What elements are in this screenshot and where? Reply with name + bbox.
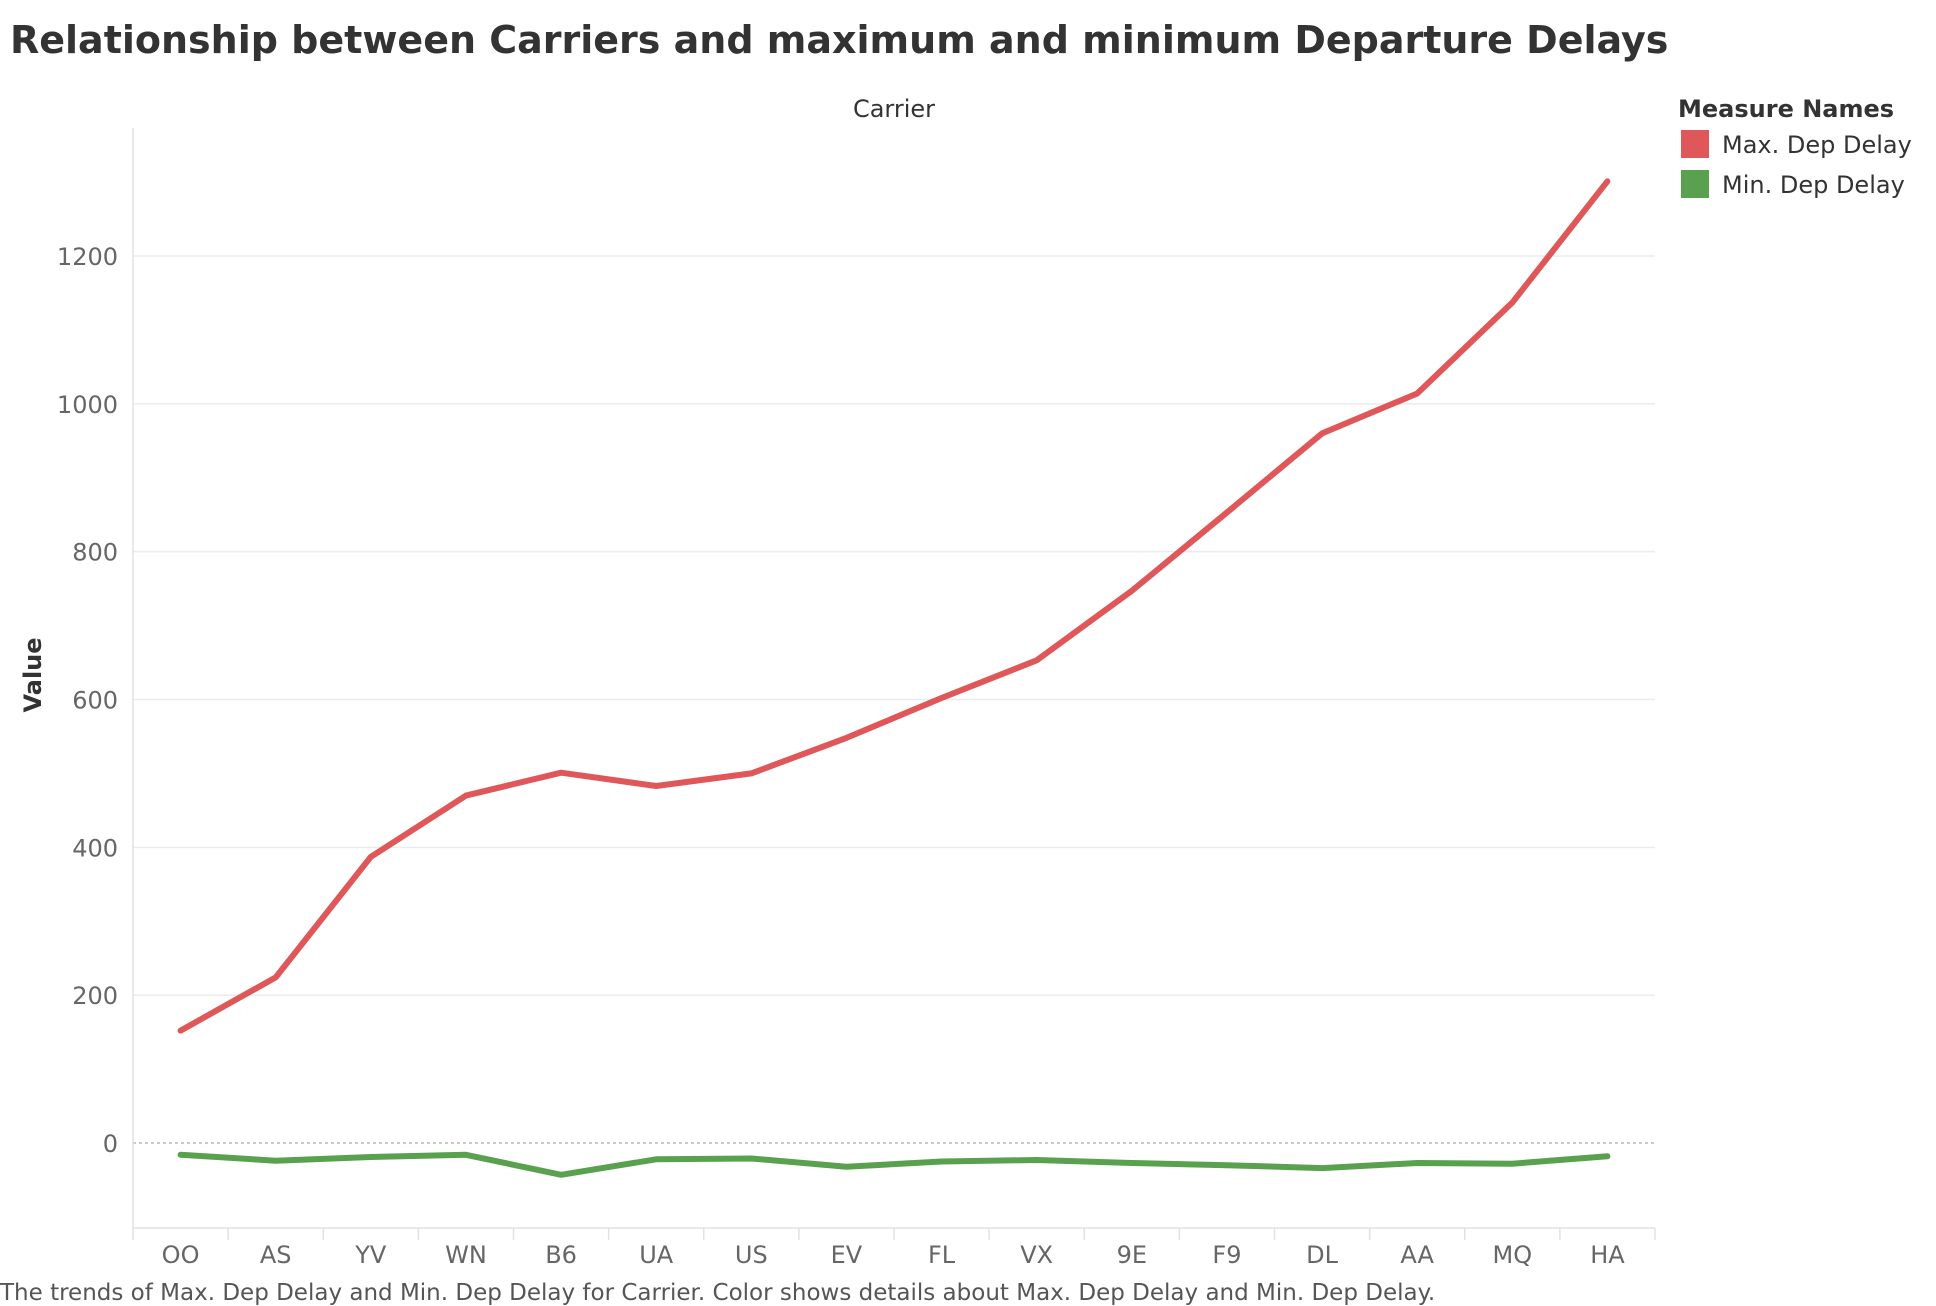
x-tick-label: YV xyxy=(354,1241,387,1269)
x-tick-label: EV xyxy=(831,1241,863,1269)
x-tick-label: US xyxy=(735,1241,768,1269)
x-tick-label: UA xyxy=(639,1241,674,1269)
x-tick-label: AA xyxy=(1400,1241,1434,1269)
x-tick-label: 9E xyxy=(1117,1241,1147,1269)
x-tick-label: F9 xyxy=(1212,1241,1241,1269)
x-tick-label: VX xyxy=(1020,1241,1053,1269)
chart-caption: The trends of Max. Dep Delay and Min. De… xyxy=(0,1280,1435,1306)
x-axis-title: Carrier xyxy=(853,95,935,123)
x-tick-label: HA xyxy=(1590,1241,1625,1269)
x-tick-label: MQ xyxy=(1493,1241,1533,1269)
y-tick-label: 600 xyxy=(72,687,118,715)
chart-title: Relationship between Carriers and maximu… xyxy=(10,18,1669,62)
legend-item-label: Max. Dep Delay xyxy=(1722,131,1912,159)
axes: 0 200 400 600 800 1000 1200 OO AS YV WN B6 UA US EV FL V… xyxy=(19,95,1656,1269)
y-tick-label: 200 xyxy=(72,982,118,1010)
y-tick-label: 400 xyxy=(72,834,118,862)
x-tick-label: AS xyxy=(260,1241,292,1269)
series-lines xyxy=(177,178,1611,1178)
series-line-min-dep-delay xyxy=(177,1151,1611,1178)
series-line-max-dep-delay xyxy=(177,178,1611,1034)
x-tick-label: FL xyxy=(928,1241,956,1269)
y-tick-label: 0 xyxy=(103,1130,118,1158)
y-tick-label: 1200 xyxy=(57,243,118,271)
legend-swatch xyxy=(1681,130,1709,158)
x-tick-label: OO xyxy=(162,1241,200,1269)
gridlines xyxy=(133,255,1655,1144)
y-tick-label: 1000 xyxy=(57,391,118,419)
x-tick-label: B6 xyxy=(545,1241,577,1269)
legend-item-label: Min. Dep Delay xyxy=(1722,171,1905,199)
x-tick-label: WN xyxy=(445,1241,487,1269)
legend: Measure Names Max. Dep Delay Min. Dep Dela… xyxy=(1678,95,1912,199)
legend-swatch xyxy=(1681,170,1709,198)
x-tick-label: DL xyxy=(1306,1241,1338,1269)
legend-title: Measure Names xyxy=(1678,95,1894,123)
y-tick-label: 800 xyxy=(72,539,118,567)
y-axis-title: Value xyxy=(19,637,47,712)
